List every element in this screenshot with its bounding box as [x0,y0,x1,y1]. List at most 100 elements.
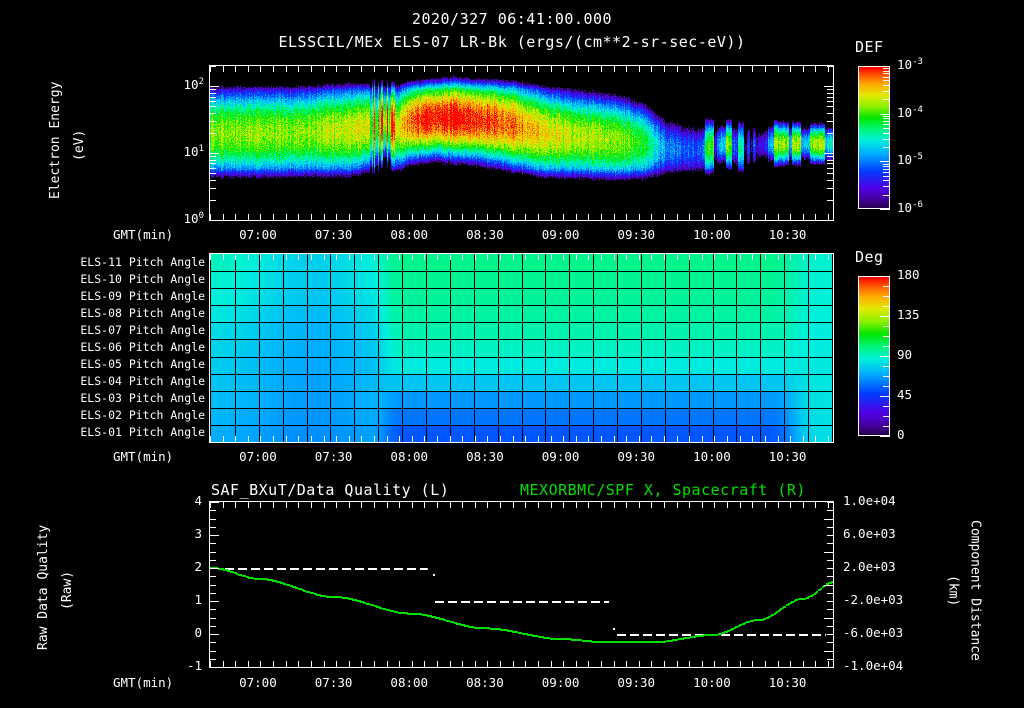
xtick [210,254,211,260]
xtick [247,661,249,667]
ytick-right [824,650,833,652]
electron-energy-spectrogram[interactable] [210,66,833,220]
xtick [689,214,691,220]
xtick [613,254,615,260]
xtick [424,436,426,442]
panel3-ytick-right-label: -1.0e+04 [843,658,904,673]
xtick [348,661,350,667]
xtick [424,502,426,508]
xtick [298,436,300,442]
def-cbar-tick [880,113,890,115]
line-plot-canvas[interactable] [210,502,833,667]
xtick [764,66,766,72]
xtick [664,66,665,72]
ytick [210,609,216,611]
panel1-xtick-label: 07:30 [314,227,353,242]
xtick [626,661,628,667]
xtick [399,254,401,260]
xtick [638,254,640,260]
panel3-ytick-right-label: 6.0e+03 [843,526,896,541]
xtick [764,254,766,260]
def-colorbar-title: DEF [855,38,884,56]
xtick [348,254,350,260]
ytick-minor [827,179,833,181]
xtick [474,436,476,442]
ytick [210,526,216,528]
panel3-xtick-label: 08:00 [390,675,429,690]
ytick [210,584,216,586]
panel3-ytick-right-label: 2.0e+03 [843,559,896,574]
xtick [537,436,539,442]
ytick-minor [827,106,833,108]
panel3-ytick-right-label: -2.0e+03 [843,592,904,607]
deg-cbar-tick [880,316,890,317]
panel2-xtick-label: 09:00 [541,449,580,464]
panel3-title-left: SAF_BXuT/Data Quality (L) [211,481,450,499]
panel2-row-label: ELS-08 Pitch Angle [80,305,205,320]
xtick [701,214,703,220]
panel3-ytick-right-label: 1.0e+04 [843,493,896,508]
data-quality-distance-panel[interactable] [210,502,833,667]
ytick-right [824,584,833,586]
xtick [802,661,804,667]
deg-cbar-tick [883,386,890,387]
ytick-minor [210,89,216,91]
xtick [437,214,438,220]
xtick [727,436,729,442]
xtick [348,66,350,72]
xtick [802,502,804,508]
panel2-xtick-label: 08:30 [466,449,504,464]
ytick-minor [210,159,216,161]
ytick-minor [827,96,833,98]
xtick [386,502,388,508]
def-cbar-tick [880,66,890,67]
ytick-right [827,535,833,536]
xtick [361,436,363,442]
xtick [310,661,312,667]
xtick [537,502,539,508]
xtick [323,502,325,508]
xtick [336,436,338,442]
def-colorbar[interactable] [858,66,890,209]
deg-cbar-tick [883,296,890,297]
xtick [777,661,779,667]
spectrogram-canvas[interactable] [210,66,833,220]
ytick-minor [827,188,833,190]
xtick [815,502,817,508]
xtick [727,502,729,508]
pitch-angle-canvas[interactable] [211,254,832,442]
xtick [537,66,539,72]
xtick [664,661,665,667]
xtick [462,66,464,72]
def-cbar-tick [883,168,890,170]
xtick [386,254,388,260]
xtick [827,66,829,72]
xtick [424,214,426,220]
ytick-minor [210,96,216,98]
ytick [210,667,219,668]
panel2-row-label: ELS-03 Pitch Angle [80,391,205,406]
xtick [323,436,325,442]
xtick [285,254,287,260]
deg-cbar-tick [883,286,890,287]
panel2-row-label: ELS-09 Pitch Angle [80,288,205,303]
panel2-frame [209,253,834,443]
ytick-minor [827,199,833,201]
panel3-title-right: MEXORBMC/SPF X, Spacecraft (R) [520,481,806,499]
xtick [790,436,792,442]
pitch-angle-panel[interactable] [211,254,832,442]
panel1-ticks [209,65,834,221]
xtick [247,254,249,260]
xtick [525,436,527,442]
ytick [210,650,216,652]
panel1-xtick-label: 08:00 [390,227,429,242]
xtick [512,66,514,72]
def-cbar-tick [883,73,890,75]
xtick [399,661,401,667]
xtick [714,436,716,442]
xtick [550,214,552,220]
xtick [613,502,615,508]
ytick-right [824,617,833,619]
xtick [600,502,602,508]
panel1-xtick-label: 09:00 [541,227,580,242]
